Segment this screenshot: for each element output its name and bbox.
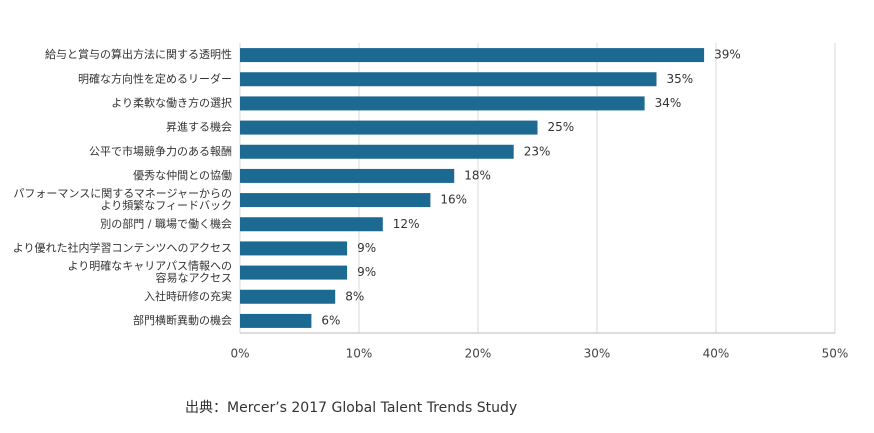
value-label: 35%: [667, 72, 694, 86]
bar: [240, 289, 336, 304]
x-tick-label: 30%: [584, 347, 611, 361]
x-tick-label: 50%: [822, 347, 849, 361]
x-tick-label: 10%: [346, 347, 373, 361]
bar: [240, 120, 538, 135]
bar: [240, 217, 383, 232]
y-tick-label: 明確な方向性を定めるリーダー: [78, 71, 232, 85]
value-label: 23%: [524, 144, 551, 158]
x-tick-label: 0%: [230, 347, 249, 361]
y-tick-label: 公平で市場競争力のある報酬: [89, 144, 232, 158]
value-label: 8%: [345, 289, 364, 303]
y-tick-label: 部門横断異動の機会: [133, 313, 232, 327]
value-label: 16%: [440, 193, 467, 207]
bar: [240, 48, 705, 63]
y-tick-label: 入社時研修の充実: [144, 289, 232, 303]
value-label: 6%: [321, 313, 340, 327]
value-label: 18%: [464, 168, 491, 182]
value-label: 25%: [548, 120, 575, 134]
bar: [240, 96, 645, 111]
y-tick-label: 優秀な仲間との協働: [133, 168, 232, 182]
y-tick-label: 昇進する機会: [166, 120, 232, 134]
bar: [240, 241, 348, 256]
y-tick-label: 給与と賞与の算出方法に関する透明性: [45, 47, 232, 61]
y-tick-label: より優れた社内学習コンテンツへのアクセス: [13, 240, 232, 254]
bar: [240, 72, 657, 87]
value-label: 9%: [357, 241, 376, 255]
source-note: 出典：Mercer’s 2017 Global Talent Trends St…: [185, 400, 517, 416]
bar: [240, 144, 514, 159]
bar: [240, 168, 455, 183]
value-label: 12%: [393, 217, 420, 231]
y-tick-label: パフォーマンスに関するマネージャーからのより頻繁なフィードバック: [13, 187, 232, 212]
y-tick-label: より柔軟な働き方の選択: [111, 95, 232, 109]
bar: [240, 313, 312, 328]
y-tick-label: より明確なキャリアパス情報への容易なアクセス: [67, 259, 232, 285]
bar: [240, 265, 348, 280]
value-label: 9%: [357, 265, 376, 279]
bar: [240, 193, 431, 208]
value-label: 34%: [655, 96, 682, 110]
y-tick-label: 別の部門 / 職場で働く機会: [100, 216, 232, 230]
value-label: 39%: [714, 48, 741, 62]
x-tick-label: 40%: [703, 347, 730, 361]
x-tick-label: 20%: [465, 347, 492, 361]
